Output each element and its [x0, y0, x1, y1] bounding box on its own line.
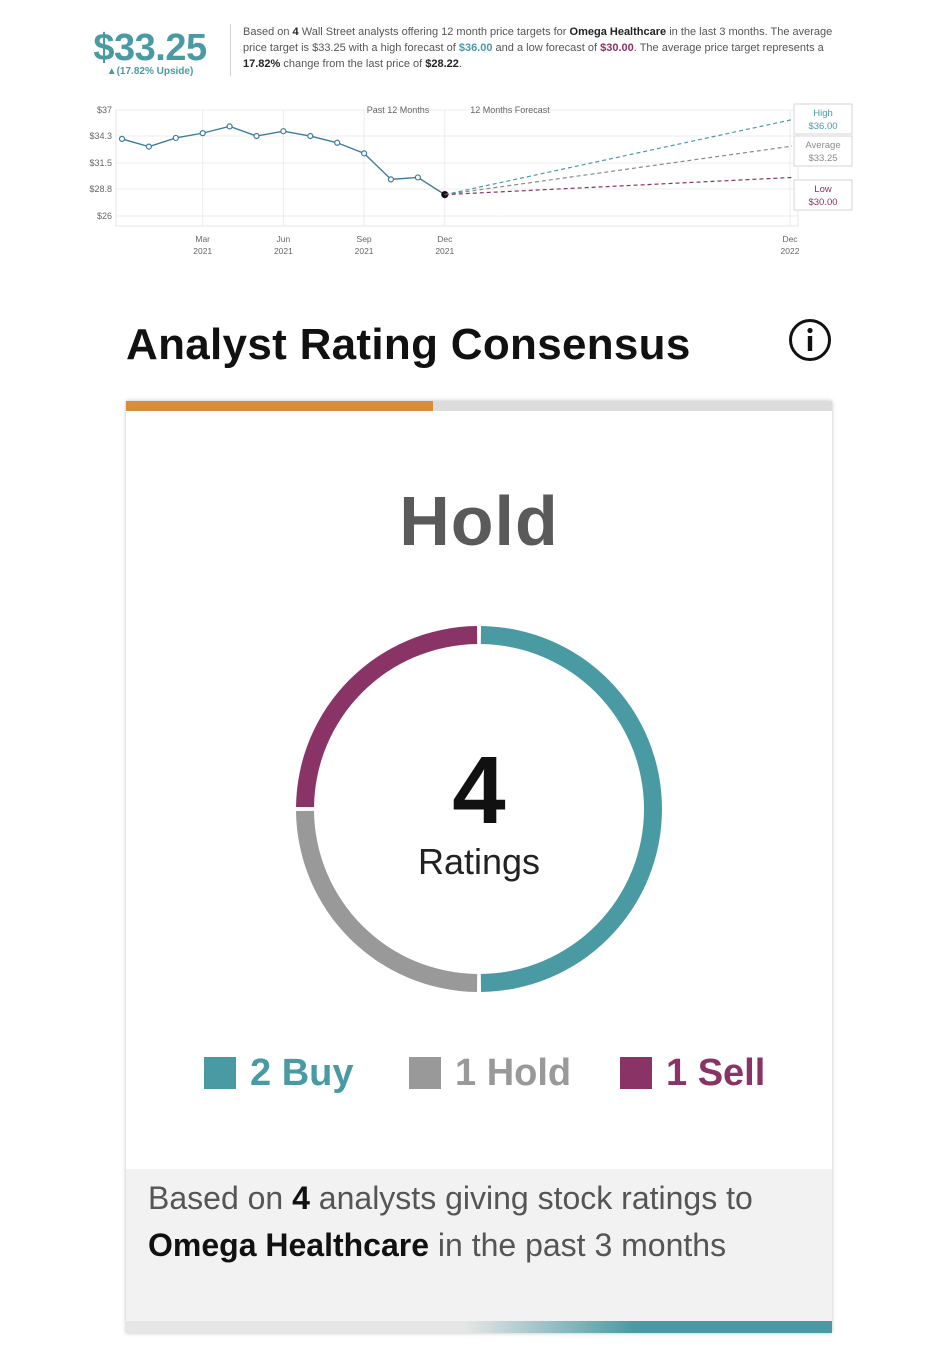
price-target-block: $33.25 ▲(17.82% Upside) — [80, 28, 220, 77]
legend-buy: 2 Buy — [204, 1051, 353, 1095]
price-point — [118, 135, 126, 143]
forecast-box — [793, 103, 853, 135]
x-tick-year: 2021 — [193, 246, 212, 256]
x-tick-month: Jun — [277, 234, 291, 244]
last-price: $28.22 — [425, 58, 459, 70]
y-tick-label: $28.8 — [89, 184, 112, 194]
ratings-footer: Based on 4 analysts giving stock ratings… — [126, 1169, 832, 1321]
price-point — [226, 123, 233, 130]
forecast-label-high: High $36.00 — [793, 103, 853, 135]
rating-card: Hold 4 Ratings 2 Buy 1 Hold 1 Sell Based… — [126, 401, 832, 1333]
forecast-line-average — [444, 145, 793, 196]
ratings-label: Ratings — [417, 841, 541, 882]
legend-hold-label: 1 Hold — [455, 1051, 572, 1094]
ratings-donut-chart — [296, 626, 662, 992]
x-tick-month: Mar — [195, 234, 210, 244]
forecast-name: Average — [805, 140, 840, 151]
x-tick-year: 2021 — [274, 246, 293, 256]
y-tick-label: $34.3 — [89, 131, 112, 141]
divider — [230, 24, 231, 76]
price-point — [172, 134, 179, 142]
price-point — [199, 130, 206, 137]
forecast-box — [793, 179, 853, 211]
sell-swatch — [620, 1057, 652, 1089]
legend-buy-label: 2 Buy — [250, 1051, 354, 1094]
donut-segment-hold — [296, 810, 478, 992]
forecast-name: Low — [814, 184, 832, 195]
past-period-label: Past 12 Months — [367, 105, 430, 115]
legend-hold: 1 Hold — [409, 1051, 571, 1095]
forecast-line-high — [444, 119, 793, 196]
forecast-name: High — [813, 108, 833, 119]
high-forecast: $36.00 — [458, 42, 493, 54]
x-tick-year: 2021 — [435, 246, 454, 256]
price-point — [307, 132, 314, 140]
legend-sell-label: 1 Sell — [666, 1051, 766, 1094]
hold-swatch — [409, 1057, 441, 1089]
ratings-legend: 2 Buy 1 Hold 1 Sell — [204, 1051, 804, 1095]
donut-segment-sell — [296, 626, 478, 808]
price-point — [145, 143, 153, 150]
total-ratings: 4 — [452, 737, 506, 844]
forecast-period-label: 12 Months Forecast — [470, 105, 550, 115]
forecast-value: $30.00 — [808, 197, 837, 208]
price-point — [280, 128, 287, 135]
x-tick-month: Dec — [437, 234, 453, 244]
chart-frame — [115, 109, 799, 227]
analyst-count: 4 — [292, 26, 299, 38]
x-tick-year: 2022 — [781, 246, 800, 256]
forecast-label-low: Low $30.00 — [793, 179, 853, 211]
forecast-value: $36.00 — [808, 121, 837, 132]
price-point — [253, 132, 260, 140]
forecast-label-average: Average $33.25 — [793, 135, 853, 167]
y-tick-label: $26 — [97, 211, 112, 221]
y-tick-label: $31.5 — [89, 158, 112, 168]
low-forecast: $30.00 — [600, 42, 634, 54]
upside-percent: ▲(17.82% Upside) — [106, 66, 194, 77]
price-point — [334, 139, 341, 146]
forecast-line-low — [444, 176, 793, 196]
ratings-footer-text: Based on 4 analysts giving stock ratings… — [148, 1180, 753, 1263]
buy-swatch — [204, 1057, 236, 1089]
consensus-rating: Hold — [399, 482, 559, 560]
price-target-summary: Based on 4 Wall Street analysts offering… — [243, 26, 833, 70]
price-forecast-chart: $37 $34.3 $31.5 $28.8 $26 Past 12 Months 12 Mo… — [89, 103, 853, 256]
average-price-target: $33.25 — [93, 27, 207, 69]
info-circle-icon[interactable] — [788, 318, 832, 362]
footer-company-name: Omega Healthcare — [148, 1227, 430, 1263]
change-percent: 17.82% — [243, 58, 281, 70]
forecast-value: $33.25 — [808, 153, 837, 164]
donut-segment-buy — [480, 626, 662, 992]
y-tick-label: $37 — [97, 105, 112, 115]
consensus-bar — [126, 401, 832, 411]
x-tick-month: Sep — [357, 234, 372, 244]
x-tick-month: Dec — [782, 234, 798, 244]
section-title: Analyst Rating Consensus — [126, 320, 691, 369]
consensus-bar-fill — [126, 401, 434, 411]
legend-sell: 1 Sell — [620, 1051, 765, 1095]
price-point — [361, 150, 368, 157]
x-tick-year: 2021 — [355, 246, 374, 256]
bottom-accent-bar — [126, 1321, 832, 1333]
price-point — [414, 174, 421, 181]
price-point — [387, 176, 395, 183]
footer-analyst-count: 4 — [292, 1180, 310, 1216]
forecast-box — [793, 135, 853, 167]
company-name: Omega Healthcare — [569, 26, 667, 38]
